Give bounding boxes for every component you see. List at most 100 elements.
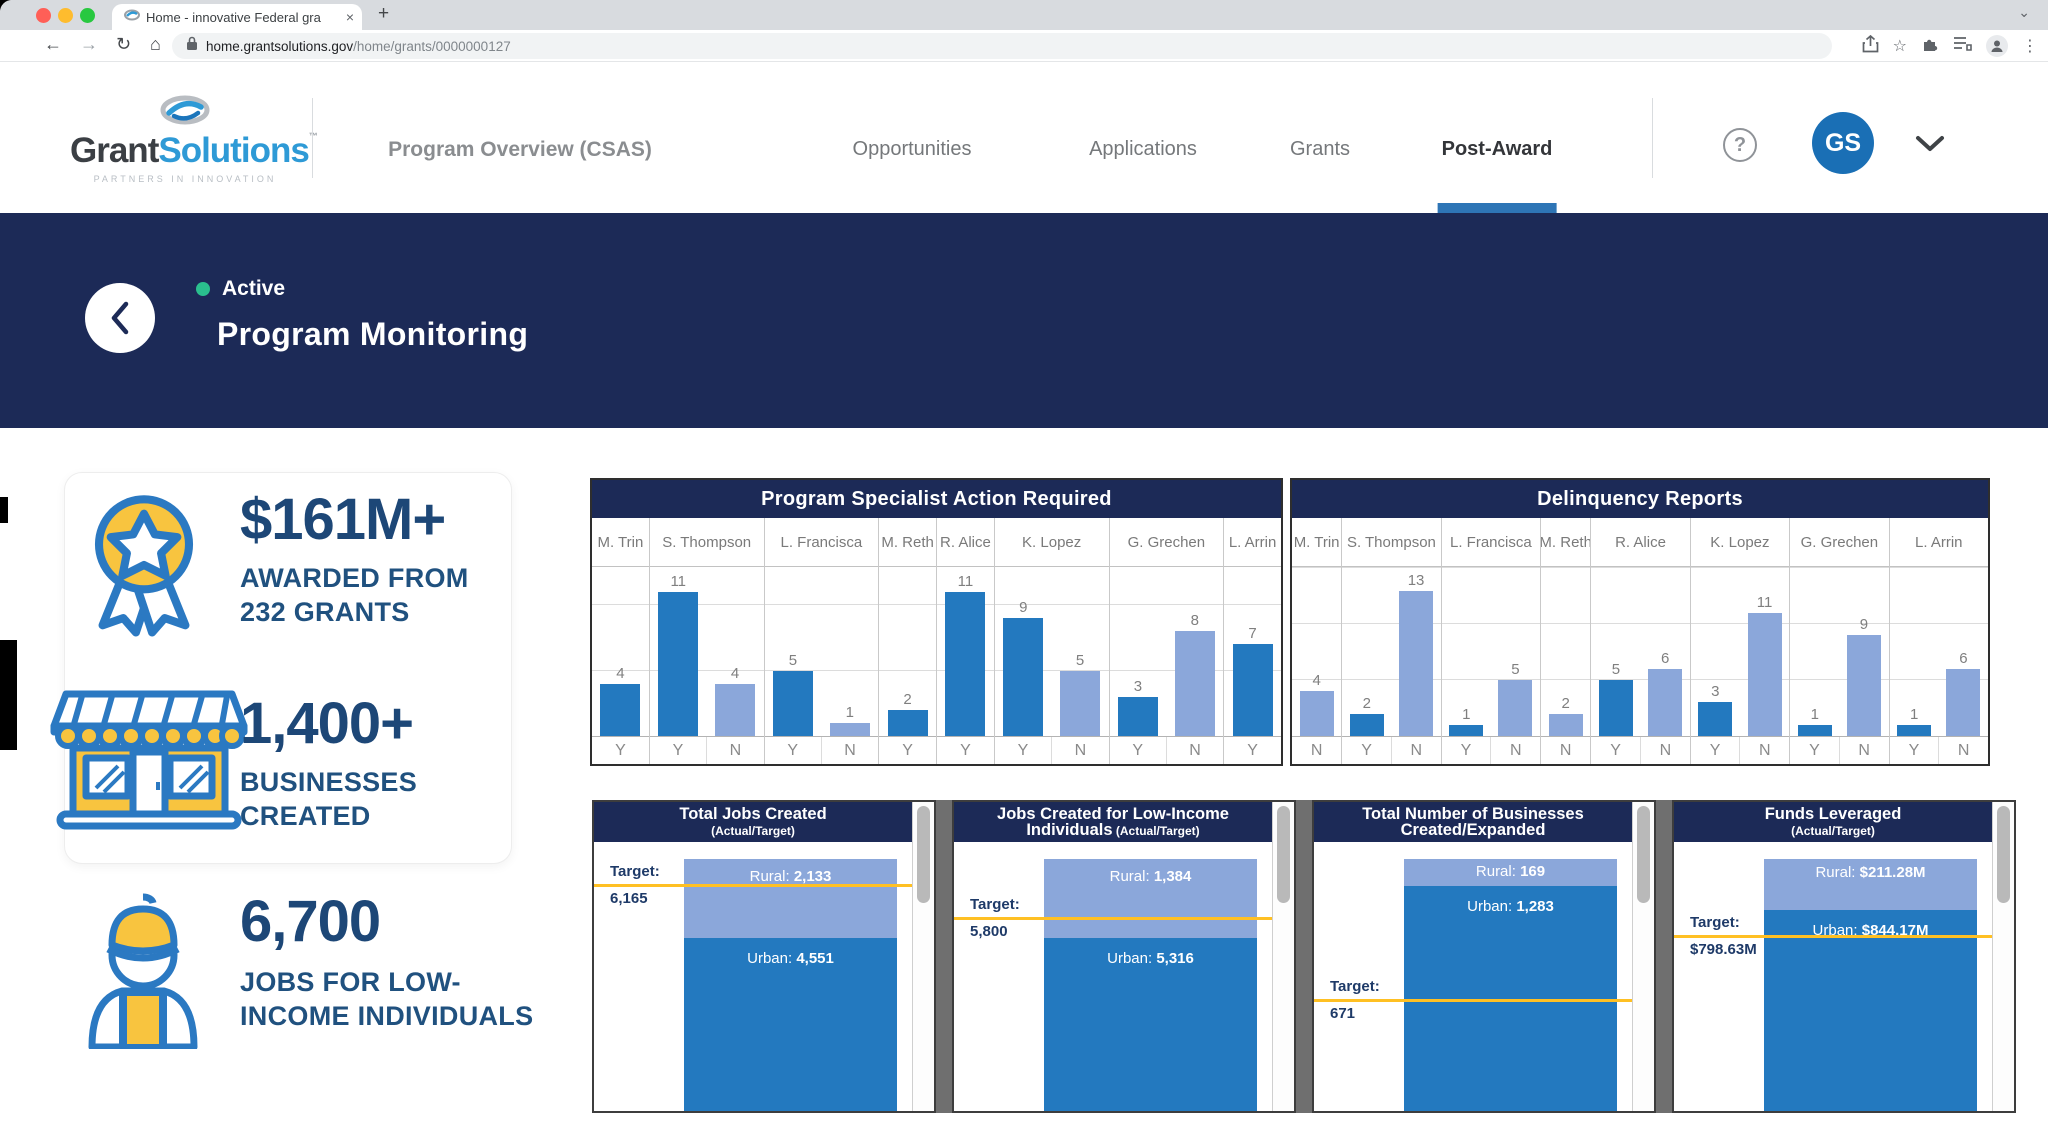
page-banner: Active Program Monitoring xyxy=(0,213,2048,428)
nav-item-program-overview-csas[interactable]: Program Overview (CSAS) xyxy=(388,138,652,161)
gridline xyxy=(1541,623,1591,624)
gridline xyxy=(1224,604,1281,605)
url-bar[interactable]: home.grantsolutions.gov/home/grants/0000… xyxy=(172,33,1832,59)
chart-column-header: R. Alice xyxy=(1591,518,1690,567)
gridline xyxy=(879,604,936,605)
scrollbar-thumb[interactable] xyxy=(917,806,930,903)
chart-group: M. Trin 4 N xyxy=(1292,518,1342,764)
chart-group: L. Arrin 7 Y xyxy=(1223,518,1281,764)
grantsolutions-logo[interactable]: GrantSolutions™ PARTNERS IN INNOVATION xyxy=(70,94,318,184)
help-icon[interactable]: ? xyxy=(1723,128,1757,162)
extensions-puzzle-icon[interactable] xyxy=(1921,35,1939,58)
yn-flag-label: N xyxy=(1559,741,1572,759)
status-label: Active xyxy=(222,277,286,300)
nav-item-grants[interactable]: Grants xyxy=(1289,138,1351,160)
bar xyxy=(1897,725,1932,736)
card-header: Jobs Created for Low-Income Individuals (… xyxy=(954,802,1272,842)
chart-column-header: G. Grechen xyxy=(1790,518,1889,567)
gridline xyxy=(1790,623,1889,624)
bar-value-label: 5 xyxy=(1511,661,1520,678)
stacked-bar: Rural: 169 Urban: 1,283 xyxy=(1404,859,1617,1111)
chart-column-header: G. Grechen xyxy=(1109,518,1224,567)
browser-menu-dots-icon[interactable]: ⋮ xyxy=(2022,38,2038,55)
stat-businesses: 1,400+ BUSINESSES CREATED xyxy=(240,691,418,831)
scrollbar-thumb[interactable] xyxy=(1637,806,1650,903)
yn-flag-label: Y xyxy=(1247,741,1258,759)
tab-search-chevron-icon[interactable]: ⌄ xyxy=(2018,4,2030,20)
close-tab-icon[interactable]: × xyxy=(345,9,354,25)
card-scrollbar[interactable] xyxy=(1992,802,2014,1111)
gridline xyxy=(1342,679,1441,680)
card-subtitle: (Actual/Target) xyxy=(711,824,795,838)
logo-swirl-icon xyxy=(70,94,300,131)
bar-value-label: 7 xyxy=(1248,625,1257,642)
nav-item-opportunities[interactable]: Opportunities xyxy=(852,138,972,160)
yn-flag-label: Y xyxy=(995,737,1053,764)
yn-flag-label: Y xyxy=(615,741,626,759)
reading-list-icon[interactable] xyxy=(1953,36,1972,57)
close-window-button[interactable] xyxy=(36,8,51,23)
yn-flag-label: Y xyxy=(1890,737,1940,764)
browser-profile-avatar[interactable] xyxy=(1986,35,2008,57)
gridline xyxy=(1790,679,1889,680)
gridline xyxy=(1591,679,1690,680)
bar xyxy=(1797,725,1832,736)
yn-flag-label: N xyxy=(1410,741,1423,759)
rural-segment-label: Rural: $211.28M xyxy=(1815,864,1926,881)
maximize-window-button[interactable] xyxy=(80,8,95,23)
bookmark-star-icon[interactable]: ☆ xyxy=(1892,38,1907,55)
url-path: /home/grants/0000000127 xyxy=(353,38,511,54)
rural-segment: Rural: $211.28M xyxy=(1764,859,1977,910)
chart-group: L. Francisca 5 1 Y N xyxy=(763,518,879,764)
gridline xyxy=(1292,567,1342,568)
bar xyxy=(1399,591,1434,736)
gridline xyxy=(994,670,1109,671)
active-status-dot xyxy=(196,282,210,296)
card-scrollbar[interactable] xyxy=(912,802,934,1111)
stacked-bar: Rural: 2,133 Urban: 4,551 xyxy=(684,859,897,1111)
account-chevron-down-icon[interactable] xyxy=(1915,135,1945,157)
browser-tab[interactable]: Home - innovative Federal gra × xyxy=(112,4,362,30)
reload-icon[interactable]: ↻ xyxy=(116,34,132,54)
chart-title: Program Specialist Action Required xyxy=(592,480,1281,518)
forward-icon[interactable]: → xyxy=(80,34,98,54)
new-tab-button[interactable]: + xyxy=(378,3,390,24)
stat-value: $161M+ xyxy=(240,487,446,552)
back-icon[interactable]: ← xyxy=(44,34,62,54)
storefront-icon xyxy=(46,686,252,835)
scrollbar-thumb[interactable] xyxy=(1277,806,1290,903)
yn-flag-label: Y xyxy=(765,737,822,764)
bar xyxy=(1349,714,1384,736)
nav-item-post-award[interactable]: Post-Award xyxy=(1437,138,1557,213)
rural-segment-label: Rural: 169 xyxy=(1475,863,1546,880)
chart-column-header: K. Lopez xyxy=(1690,518,1790,567)
nav-item-applications[interactable]: Applications xyxy=(1089,138,1197,160)
rural-segment: Rural: 2,133 xyxy=(684,859,897,938)
gridline xyxy=(1889,567,1988,568)
scrollbar-thumb[interactable] xyxy=(1997,806,2010,903)
user-avatar[interactable]: GS xyxy=(1812,112,1874,174)
bar-value-label: 2 xyxy=(903,691,912,708)
stacked-bar: Rural: 1,384 Urban: 5,316 xyxy=(1044,859,1257,1111)
bar-value-label: 1 xyxy=(845,704,854,721)
share-icon[interactable] xyxy=(1862,34,1879,58)
gridline xyxy=(994,604,1109,605)
chart-column-header: M. Trin xyxy=(592,518,649,567)
card-subtitle: Individuals (Actual/Target) xyxy=(1026,821,1200,839)
urban-segment: Urban: 4,551 xyxy=(684,938,897,1111)
bar xyxy=(1548,714,1583,736)
bar xyxy=(887,710,928,736)
back-button[interactable] xyxy=(85,283,155,353)
bar-value-label: 13 xyxy=(1407,572,1425,589)
bar-value-label: 5 xyxy=(1611,661,1621,678)
card-scrollbar[interactable] xyxy=(1272,802,1294,1111)
page-title: Program Monitoring xyxy=(217,316,529,352)
chart-group: M. Reth 2 Y xyxy=(878,518,936,764)
yn-flag-label: Y xyxy=(1110,737,1167,764)
home-icon[interactable]: ⌂ xyxy=(150,34,161,54)
minimize-window-button[interactable] xyxy=(58,8,73,23)
card-scrollbar[interactable] xyxy=(1632,802,1654,1111)
page-content: $161M+ AWARDED FROM 232 GRANTS xyxy=(0,428,2048,1127)
